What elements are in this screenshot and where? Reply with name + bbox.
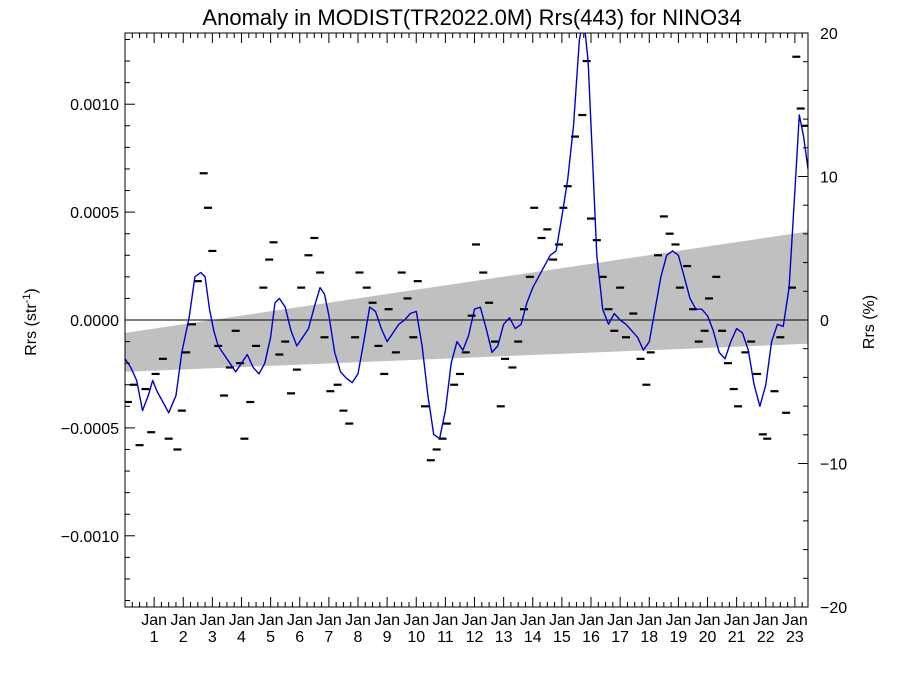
x-tick-year-label: 14 <box>524 629 542 646</box>
x-tick-year-label: 22 <box>757 629 775 646</box>
x-tick-year-label: 3 <box>208 629 217 646</box>
x-tick-year-label: 15 <box>553 629 571 646</box>
left-axis: 0.0010 0.0005 0.0000 −0.0005 −0.0010 <box>61 38 135 602</box>
left-axis-label-text: Rrs (str <box>23 303 40 356</box>
left-tick-label: 0.0000 <box>70 313 119 330</box>
x-tick-year-label: 12 <box>466 629 484 646</box>
right-axis-label: Rrs (%) <box>861 295 878 349</box>
x-tick-year-label: 5 <box>266 629 275 646</box>
x-tick-month-label: Jan <box>170 612 196 629</box>
right-axis: 20 10 0 −10 −20 <box>798 26 847 617</box>
x-tick-year-label: 9 <box>383 629 392 646</box>
x-tick-month-label: Jan <box>287 612 313 629</box>
x-tick-month-label: Jan <box>636 612 662 629</box>
x-tick-year-label: 1 <box>150 629 159 646</box>
x-tick-month-label: Jan <box>520 612 546 629</box>
monthly-points <box>125 55 808 462</box>
x-tick-year-label: 7 <box>324 629 333 646</box>
x-tick-year-label: 19 <box>669 629 687 646</box>
x-tick-month-label: Jan <box>403 612 429 629</box>
right-tick-label: 10 <box>820 170 838 187</box>
x-tick-year-label: 4 <box>237 629 246 646</box>
x-tick-year-label: 18 <box>640 629 658 646</box>
x-tick-month-label: Jan <box>578 612 604 629</box>
smoothed-series <box>125 33 808 440</box>
right-tick-label: −10 <box>820 457 847 474</box>
x-tick-year-label: 20 <box>699 629 717 646</box>
left-axis-label: Rrs (str-1) <box>21 288 40 356</box>
x-tick-year-label: 8 <box>354 629 363 646</box>
left-tick-label: 0.0005 <box>70 205 119 222</box>
x-tick-month-label: Jan <box>724 612 750 629</box>
chart-title: Anomaly in MODIST(TR2022.0M) Rrs(443) fo… <box>202 5 741 30</box>
right-tick-label: 0 <box>820 313 829 330</box>
x-tick-year-label: 23 <box>786 629 804 646</box>
left-axis-label-superscript: -1 <box>21 294 33 304</box>
right-tick-label: −20 <box>820 600 847 617</box>
x-tick-month-label: Jan <box>432 612 458 629</box>
x-tick-year-label: 10 <box>407 629 425 646</box>
x-axis: Jan1Jan2Jan3Jan4Jan5Jan6Jan7Jan8Jan9Jan1… <box>124 33 808 646</box>
x-tick-month-label: Jan <box>462 612 488 629</box>
x-tick-month-label: Jan <box>374 612 400 629</box>
x-tick-month-label: Jan <box>199 612 225 629</box>
x-tick-year-label: 16 <box>582 629 600 646</box>
x-tick-month-label: Jan <box>607 612 633 629</box>
left-axis-label-close: ) <box>23 288 40 293</box>
left-tick-label: −0.0005 <box>61 421 119 438</box>
x-tick-month-label: Jan <box>695 612 721 629</box>
x-tick-month-label: Jan <box>345 612 371 629</box>
x-tick-month-label: Jan <box>549 612 575 629</box>
x-tick-year-label: 2 <box>179 629 188 646</box>
x-tick-year-label: 6 <box>295 629 304 646</box>
x-tick-month-label: Jan <box>665 612 691 629</box>
x-tick-month-label: Jan <box>491 612 517 629</box>
left-tick-label: −0.0010 <box>61 529 119 546</box>
x-tick-month-label: Jan <box>316 612 342 629</box>
x-tick-month-label: Jan <box>229 612 255 629</box>
left-tick-label: 0.0010 <box>70 97 119 114</box>
smoothed-line <box>125 33 808 440</box>
x-tick-year-label: 21 <box>728 629 746 646</box>
x-tick-month-label: Jan <box>258 612 284 629</box>
x-tick-month-label: Jan <box>141 612 167 629</box>
x-tick-year-label: 11 <box>437 629 454 646</box>
x-tick-month-label: Jan <box>753 612 779 629</box>
x-tick-year-label: 13 <box>495 629 513 646</box>
right-tick-label: 20 <box>820 26 838 43</box>
x-tick-year-label: 17 <box>611 629 629 646</box>
x-tick-month-label: Jan <box>782 612 808 629</box>
